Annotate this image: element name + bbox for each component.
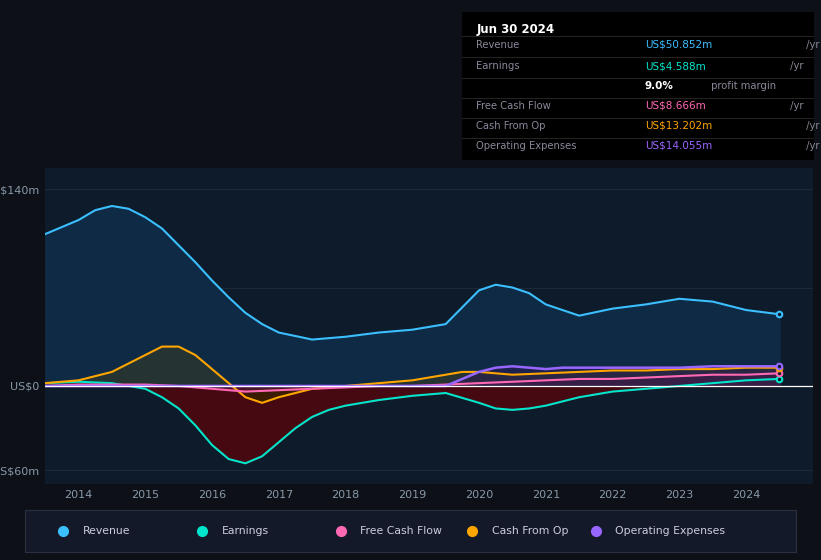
Text: Cash From Op: Cash From Op <box>476 121 546 130</box>
Text: /yr: /yr <box>803 40 819 50</box>
Text: Earnings: Earnings <box>222 526 268 535</box>
Text: /yr: /yr <box>803 141 819 151</box>
Text: Operating Expenses: Operating Expenses <box>476 141 577 151</box>
Text: Free Cash Flow: Free Cash Flow <box>476 101 551 111</box>
Text: US$8.666m: US$8.666m <box>645 101 706 111</box>
Text: US$13.202m: US$13.202m <box>645 121 712 130</box>
Text: /yr: /yr <box>803 121 819 130</box>
Text: Cash From Op: Cash From Op <box>492 526 568 535</box>
Text: Free Cash Flow: Free Cash Flow <box>360 526 443 535</box>
Text: Operating Expenses: Operating Expenses <box>615 526 725 535</box>
Text: Earnings: Earnings <box>476 61 520 71</box>
Text: /yr: /yr <box>787 101 804 111</box>
Text: Revenue: Revenue <box>476 40 520 50</box>
Text: /yr: /yr <box>787 61 804 71</box>
Text: US$50.852m: US$50.852m <box>645 40 712 50</box>
Text: 9.0%: 9.0% <box>645 81 674 91</box>
Text: profit margin: profit margin <box>709 81 777 91</box>
Text: Jun 30 2024: Jun 30 2024 <box>476 22 554 36</box>
Text: US$14.055m: US$14.055m <box>645 141 712 151</box>
Text: Revenue: Revenue <box>83 526 130 535</box>
Text: US$4.588m: US$4.588m <box>645 61 706 71</box>
